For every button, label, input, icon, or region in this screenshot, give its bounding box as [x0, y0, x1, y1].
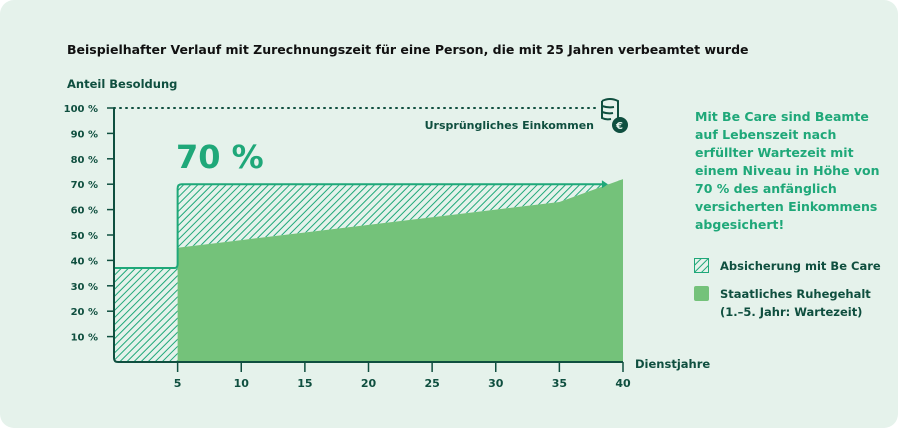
x-tick-label: 25 — [424, 377, 439, 390]
info-note: Mit Be Care sind Beamte auf Lebenszeit n… — [695, 109, 880, 232]
area-ruhegehalt — [177, 179, 623, 362]
y-tick-label: 80 % — [71, 155, 98, 166]
x-tick-label: 20 — [361, 377, 377, 390]
reference-line-label: Ursprüngliches Einkommen — [425, 119, 594, 132]
legend-label: Staatliches Ruhegehalt — [720, 287, 871, 301]
x-tick-label: 35 — [552, 377, 567, 390]
x-axis-label: Dienstjahre — [635, 357, 710, 371]
axes — [113, 108, 623, 363]
x-tick-label: 30 — [488, 377, 504, 390]
solid-swatch — [694, 286, 709, 301]
y-tick-label: 40 % — [71, 256, 98, 267]
y-tick-label: 100 % — [64, 104, 98, 115]
y-tick-label: 60 % — [71, 206, 98, 217]
be-care-line — [114, 183, 604, 270]
arrow-head — [601, 180, 608, 189]
x-tick-label: 40 — [615, 377, 631, 390]
hatch-swatch — [694, 258, 709, 273]
svg-text:€: € — [615, 121, 623, 132]
hatched-area-wartezeit — [114, 268, 178, 362]
highlight-label: 70 % — [176, 138, 264, 176]
y-tick-label: 10 % — [71, 333, 98, 344]
hatched-area-be-care — [177, 179, 623, 248]
legend-sublabel: (1.–5. Jahr: Wartezeit) — [720, 305, 863, 319]
y-tick-label: 20 % — [71, 307, 98, 318]
y-axis-label: Anteil Besoldung — [67, 77, 177, 91]
y-tick-label: 90 % — [71, 129, 98, 140]
y-tick-label: 30 % — [71, 282, 98, 293]
coins-euro-icon: € — [601, 98, 628, 133]
x-tick-label: 15 — [297, 377, 312, 390]
legend-label: Absicherung mit Be Care — [720, 259, 881, 273]
chart-title: Beispielhafter Verlauf mit Zurechnungsze… — [67, 42, 749, 57]
y-tick-label: 50 % — [71, 231, 98, 242]
x-tick-label: 10 — [234, 377, 250, 390]
x-tick-label: 5 — [174, 377, 182, 390]
y-tick-label: 70 % — [71, 180, 98, 191]
